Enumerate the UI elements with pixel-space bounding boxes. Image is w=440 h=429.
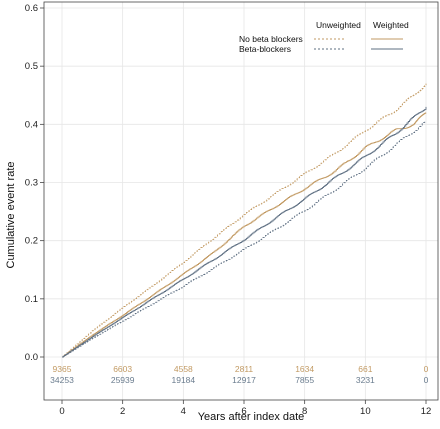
x-axis: 0 2 4 6 8 10 12 bbox=[59, 400, 431, 417]
x-tick-label: 6 bbox=[241, 406, 246, 417]
risk-count-beta-blockers: 7855 bbox=[295, 375, 314, 385]
risk-count-beta-blockers: 0 bbox=[424, 375, 429, 385]
y-tick-label: 0.3 bbox=[25, 178, 38, 189]
x-axis-title: Years after index date bbox=[198, 411, 305, 423]
x-tick-label: 4 bbox=[181, 406, 186, 417]
risk-count-no-beta-blockers: 661 bbox=[358, 364, 372, 374]
legend-row-beta-blockers: Beta-blockers bbox=[239, 44, 291, 54]
y-tick-label: 0.4 bbox=[25, 119, 38, 130]
risk-count-beta-blockers: 25939 bbox=[111, 375, 135, 385]
y-axis: 0.0 0.1 0.2 0.3 0.4 0.5 0.6 bbox=[25, 3, 44, 363]
risk-count-beta-blockers: 34253 bbox=[50, 375, 74, 385]
risk-count-no-beta-blockers: 9365 bbox=[53, 364, 72, 374]
legend-row-no-beta-blockers: No beta blockers bbox=[239, 34, 303, 44]
x-tick-label: 10 bbox=[360, 406, 371, 417]
y-tick-label: 0.5 bbox=[25, 61, 38, 72]
plot-frame bbox=[43, 1, 439, 401]
series-line-unweighted-beta-blockers bbox=[62, 120, 427, 358]
x-tick-label: 0 bbox=[59, 406, 64, 417]
risk-count-beta-blockers: 19184 bbox=[172, 375, 196, 385]
risk-count-no-beta-blockers: 2811 bbox=[235, 364, 254, 374]
legend-col-unweighted: Unweighted bbox=[316, 20, 361, 30]
risk-count-no-beta-blockers: 1634 bbox=[295, 364, 314, 374]
risk-count-beta-blockers: 12917 bbox=[232, 375, 256, 385]
y-tick-label: 0.6 bbox=[25, 3, 38, 14]
x-tick-label: 2 bbox=[120, 406, 125, 417]
risk-count-no-beta-blockers: 0 bbox=[424, 364, 429, 374]
y-axis-title: Cumulative event rate bbox=[5, 162, 17, 269]
y-tick-label: 0.1 bbox=[25, 294, 38, 305]
legend-col-weighted: Weighted bbox=[373, 20, 409, 30]
risk-count-no-beta-blockers: 4558 bbox=[174, 364, 193, 374]
x-tick-label: 8 bbox=[302, 406, 307, 417]
series-layer bbox=[62, 83, 427, 358]
series-line-weighted-beta-blockers bbox=[62, 106, 427, 358]
x-tick-label: 12 bbox=[421, 406, 432, 417]
risk-count-no-beta-blockers: 6603 bbox=[113, 364, 132, 374]
y-tick-label: 0.2 bbox=[25, 236, 38, 247]
series-line-unweighted-no-beta-blockers bbox=[62, 83, 427, 358]
series-line-weighted-no-beta-blockers bbox=[62, 112, 427, 358]
risk-count-beta-blockers: 3231 bbox=[356, 375, 375, 385]
legend: Unweighted Weighted No beta blockers Bet… bbox=[239, 20, 409, 54]
grid bbox=[44, 2, 438, 400]
y-tick-label: 0.0 bbox=[25, 352, 38, 363]
